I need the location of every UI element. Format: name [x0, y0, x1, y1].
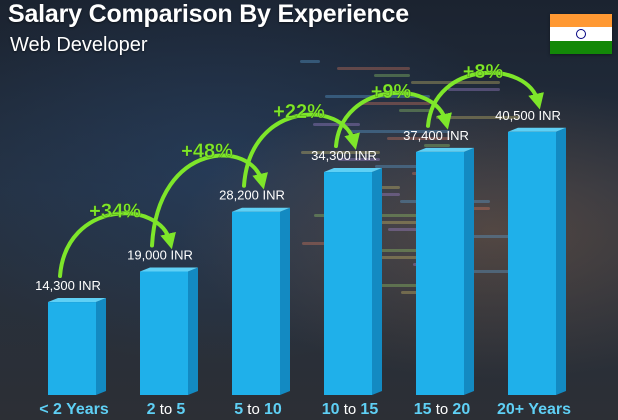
bar-front — [140, 271, 188, 395]
chart-subtitle: Web Developer — [10, 34, 148, 56]
category-end: 5 — [176, 401, 185, 418]
bar-side — [464, 147, 474, 395]
chart-title: Salary Comparison By Experience — [8, 0, 409, 28]
increase-percent: +34% — [89, 201, 141, 223]
category-start: 20+ Years — [497, 401, 571, 418]
bar-side — [280, 207, 290, 395]
bar-side — [188, 267, 198, 395]
bar-side — [96, 298, 106, 395]
category-start: 10 — [322, 401, 340, 418]
increase-percent: +48% — [181, 141, 233, 163]
increase-arrow — [426, 70, 544, 128]
category-sep: to — [432, 401, 453, 418]
bar-top — [48, 298, 106, 303]
value-label: 19,000 INR — [127, 248, 193, 263]
bar-top — [508, 127, 566, 132]
bar-front — [508, 131, 556, 395]
category-label: 10 to 15 — [322, 401, 379, 418]
bar-5 — [508, 127, 566, 395]
bar-1 — [140, 267, 198, 395]
category-sep: to — [156, 401, 177, 418]
value-label: 37,400 INR — [403, 128, 469, 143]
category-label: < 2 Years — [39, 401, 109, 418]
value-label: 14,300 INR — [35, 278, 101, 293]
category-end: 10 — [264, 401, 282, 418]
bar-side — [556, 127, 566, 395]
category-sep: to — [340, 401, 361, 418]
increase-percent: +9% — [371, 81, 412, 103]
category-end: 15 — [360, 401, 378, 418]
category-label: 2 to 5 — [147, 401, 186, 418]
bar-2 — [232, 207, 290, 395]
category-start: < 2 Years — [39, 401, 109, 418]
value-label: 40,500 INR — [495, 108, 561, 123]
bar-3 — [324, 168, 382, 395]
category-start: 2 — [147, 401, 156, 418]
category-sep: to — [243, 401, 264, 418]
bar-front — [324, 172, 372, 395]
bar-4 — [416, 147, 474, 395]
increase-arrow — [242, 112, 360, 188]
bar-top — [324, 168, 382, 173]
bar-side — [372, 168, 382, 395]
bar-front — [416, 151, 464, 395]
increase-arrow — [334, 90, 452, 149]
increase-arrow — [150, 153, 268, 248]
bar-front — [48, 302, 96, 395]
bar-top — [140, 267, 198, 272]
value-label: 28,200 INR — [219, 188, 285, 203]
category-start: 5 — [234, 401, 243, 418]
category-label: 15 to 20 — [414, 401, 471, 418]
bar-top — [232, 207, 290, 212]
increase-percent: +8% — [463, 61, 504, 83]
value-label: 34,300 INR — [311, 148, 377, 163]
category-start: 15 — [414, 401, 432, 418]
category-label: 20+ Years — [497, 401, 571, 418]
india-flag-icon — [550, 14, 612, 54]
bar-0 — [48, 298, 106, 395]
increase-arrow — [58, 211, 176, 279]
bar-top — [416, 147, 474, 152]
bar-front — [232, 211, 280, 395]
category-end: 20 — [452, 401, 470, 418]
category-label: 5 to 10 — [234, 401, 282, 418]
increase-percent: +22% — [273, 101, 325, 123]
